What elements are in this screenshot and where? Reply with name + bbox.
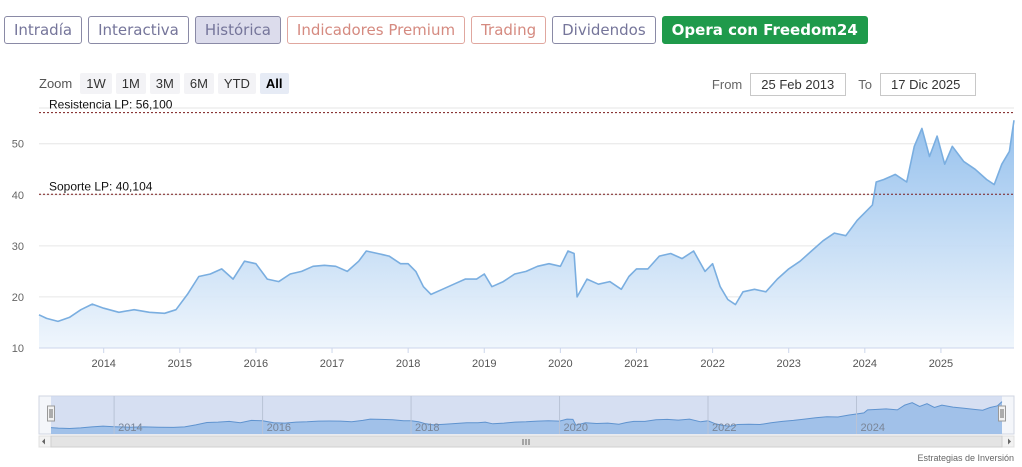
x-tick-label: 2025 xyxy=(929,358,953,370)
x-tick-label: 2021 xyxy=(624,358,648,370)
zoom-all-button[interactable]: All xyxy=(259,73,289,94)
from-date-input[interactable]: 25 Feb 2013 xyxy=(750,73,847,96)
navigator-tick-label: 2014 xyxy=(118,422,142,434)
date-range: From 25 Feb 2013 To 17 Dic 2025 xyxy=(712,73,976,96)
tab-trading[interactable]: Trading xyxy=(471,16,547,44)
level-label: Resistencia LP: 56,100 xyxy=(49,98,173,112)
navigator-tick-label: 2022 xyxy=(712,422,736,434)
y-tick-label: 20 xyxy=(12,292,24,304)
zoom-3m-button[interactable]: 3M xyxy=(149,73,180,94)
x-tick-label: 2018 xyxy=(396,358,420,370)
x-tick-label: 2015 xyxy=(168,358,192,370)
y-tick-label: 10 xyxy=(12,343,24,355)
navigator-handle-right[interactable] xyxy=(998,405,1006,422)
source-credit: Estrategias de Inversión xyxy=(917,453,1014,463)
price-line xyxy=(38,120,1015,323)
navigator-tick-label: 2020 xyxy=(564,422,588,434)
x-tick-label: 2016 xyxy=(244,358,268,370)
scroll-left-icon[interactable] xyxy=(42,438,45,445)
y-tick-label: 30 xyxy=(12,241,24,253)
navigator-handle-left[interactable] xyxy=(47,405,55,422)
y-tick-label: 50 xyxy=(12,139,24,151)
scroll-right-icon[interactable] xyxy=(1008,438,1011,445)
zoom-1m-button[interactable]: 1M xyxy=(115,73,146,94)
x-tick-label: 2019 xyxy=(472,358,496,370)
to-date-input[interactable]: 17 Dic 2025 xyxy=(880,73,976,96)
navigator-tick-label: 2016 xyxy=(267,422,291,434)
zoom-6m-button[interactable]: 6M xyxy=(183,73,214,94)
navigator-tick-label: 2024 xyxy=(860,422,884,434)
view-tabs: Intradía Interactiva Histórica Indicadores … xyxy=(4,16,868,44)
zoom-buttons: 1W 1M 3M 6M YTD All xyxy=(80,73,289,94)
tab-dividendos[interactable]: Dividendos xyxy=(552,16,656,44)
zoom-ytd-button[interactable]: YTD xyxy=(217,73,256,94)
tab-opera-con-freedom24[interactable]: Opera con Freedom24 xyxy=(661,16,868,44)
tab-histórica[interactable]: Histórica xyxy=(194,16,281,44)
x-tick-label: 2022 xyxy=(700,358,724,370)
tab-interactiva[interactable]: Interactiva xyxy=(88,16,189,44)
navigator-tick-label: 2018 xyxy=(415,422,439,434)
x-tick-label: 2024 xyxy=(853,358,877,370)
price-area xyxy=(39,120,1014,348)
x-tick-label: 2020 xyxy=(548,358,572,370)
from-label: From xyxy=(711,77,743,92)
to-label: To xyxy=(858,77,872,92)
y-tick-label: 40 xyxy=(12,190,24,202)
x-tick-label: 2014 xyxy=(91,358,115,370)
tab-indicadores-premium[interactable]: Indicadores Premium xyxy=(286,16,466,44)
level-label: Soporte LP: 40,104 xyxy=(49,179,153,193)
x-tick-label: 2017 xyxy=(320,358,344,370)
zoom-1w-button[interactable]: 1W xyxy=(80,73,112,94)
x-tick-label: 2023 xyxy=(776,358,800,370)
tab-intradía[interactable]: Intradía xyxy=(4,16,83,44)
navigator-line xyxy=(50,401,1003,430)
zoom-label: Zoom xyxy=(39,76,73,91)
navigator-area xyxy=(51,401,1002,434)
zoom-toolbar: Zoom 1W 1M 3M 6M YTD All xyxy=(39,73,289,94)
